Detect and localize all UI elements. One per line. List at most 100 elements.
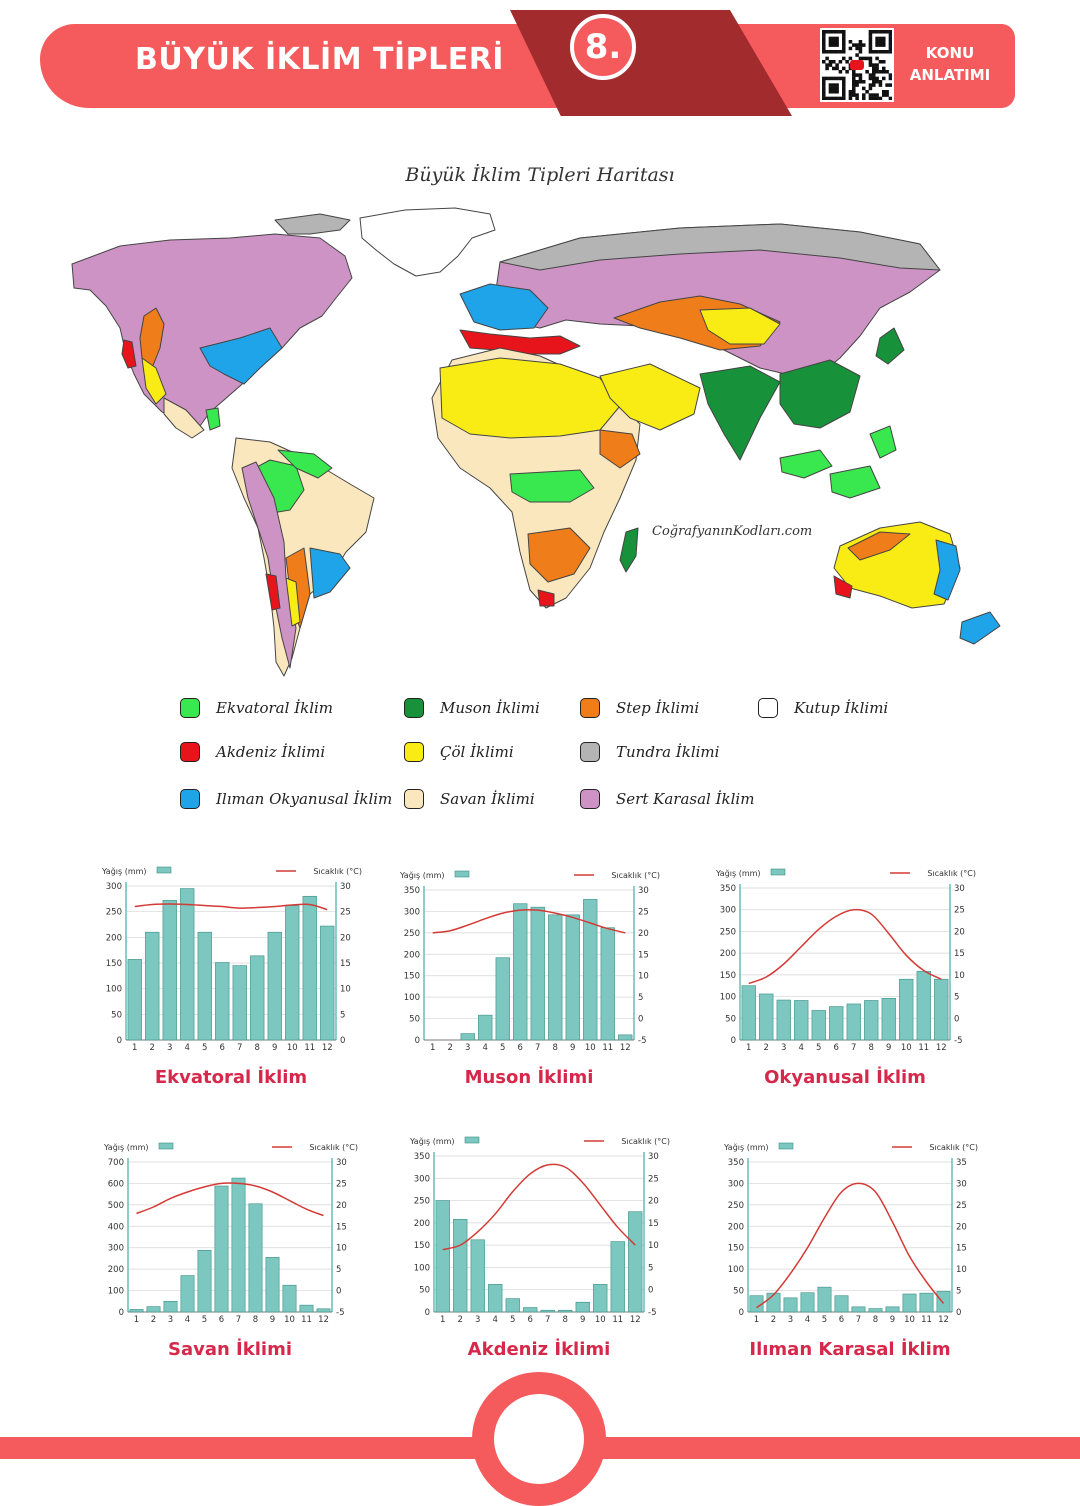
chapter-number-badge: 8.	[570, 14, 636, 80]
x-tick-label: 3	[465, 1043, 470, 1053]
x-tick-label: 8	[563, 1315, 568, 1325]
y2-tick-label: 0	[956, 1308, 961, 1318]
y-tick-label: 250	[414, 1197, 430, 1207]
y2-tick-label: 20	[336, 1201, 347, 1211]
se-asia-equatorial-3	[869, 425, 897, 459]
y2-tick-label: 5	[956, 1287, 961, 1297]
precip-bar	[899, 978, 914, 1041]
legend-label: Sert Karasal İklim	[616, 790, 755, 808]
africa-equatorial	[509, 469, 595, 503]
y2-tick-label: 10	[648, 1241, 659, 1251]
y2-tick-label: 0	[638, 1015, 643, 1025]
europe-mediterranean	[459, 329, 581, 355]
x-tick-label: 1	[134, 1315, 139, 1325]
y2-tick-label: 0	[648, 1286, 653, 1296]
x-tick-label: 8	[869, 1043, 874, 1053]
precip-bar	[759, 993, 774, 1041]
precip-bar	[248, 1203, 263, 1313]
y-tick-label: 150	[728, 1244, 744, 1254]
legend-precip-label: Yağış (mm)	[399, 871, 445, 880]
legend-label: Akdeniz İklimi	[216, 743, 326, 761]
x-tick-label: 10	[595, 1315, 606, 1325]
precip-bar	[881, 998, 896, 1041]
y-tick-label: 150	[720, 971, 736, 981]
x-tick-label: 4	[483, 1043, 488, 1053]
legend-item: Kutup İklimi	[758, 698, 888, 718]
legend-precip-label: Yağış (mm)	[103, 1143, 149, 1152]
precip-bar	[478, 1014, 493, 1041]
qr-code-icon[interactable]	[820, 28, 894, 102]
precip-bar	[919, 1292, 934, 1313]
y2-tick-label: 20	[648, 1197, 659, 1207]
precip-bar	[864, 1000, 879, 1041]
x-tick-label: 5	[822, 1315, 827, 1325]
climate-chart-okyanusal: Yağış (mm) Sıcaklık (°C) 0 50 100 150 200 250 30…	[714, 866, 976, 1096]
precip-bar	[846, 1003, 861, 1041]
y-tick-label: 50	[725, 1014, 736, 1024]
x-tick-label: 3	[781, 1043, 786, 1053]
precip-bar	[885, 1306, 900, 1313]
x-tick-label: 8	[873, 1315, 878, 1325]
play-icon	[850, 60, 864, 70]
precip-bar	[817, 1286, 832, 1313]
legend-label: Step İklimi	[616, 699, 700, 717]
legend-precip-label: Yağış (mm)	[715, 869, 761, 878]
x-tick-label: 10	[904, 1315, 915, 1325]
precip-bar	[265, 1257, 280, 1313]
legend-swatch	[580, 698, 600, 718]
y2-tick-label: 10	[954, 971, 965, 981]
legend-temp-label: Sıcaklık (°C)	[927, 869, 976, 878]
precip-bar	[316, 1308, 331, 1313]
precip-bar	[285, 905, 300, 1041]
precip-bar	[583, 899, 598, 1041]
x-tick-label: 6	[220, 1043, 225, 1053]
x-tick-label: 12	[620, 1043, 631, 1053]
legend-label: Savan İklimi	[440, 790, 535, 808]
x-tick-label: 7	[535, 1043, 540, 1053]
greenland	[359, 207, 496, 277]
x-tick-label: 1	[440, 1315, 445, 1325]
australia-med	[833, 575, 853, 599]
sahara-desert	[439, 357, 621, 439]
y2-tick-label: 30	[648, 1152, 659, 1162]
legend-temp-label: Sıcaklık (°C)	[611, 871, 660, 880]
y2-tick-label: 30	[336, 1158, 347, 1168]
climate-chart-svg: Yağış (mm) Sıcaklık (°C)01002003004005006…	[103, 1142, 358, 1325]
legend-item: Sert Karasal İklim	[580, 789, 754, 809]
x-tick-label: 9	[580, 1315, 585, 1325]
sa-mediterranean	[265, 573, 281, 611]
y-tick-label: 300	[414, 1174, 430, 1184]
legend-temp-label: Sıcaklık (°C)	[313, 867, 362, 876]
y2-tick-label: 20	[638, 929, 649, 939]
precip-bar	[916, 971, 931, 1041]
temperature-line	[748, 908, 942, 985]
y2-tick-label: -5	[638, 1036, 646, 1046]
x-tick-label: 6	[528, 1315, 533, 1325]
x-tick-label: 3	[168, 1315, 173, 1325]
y-tick-label: 200	[728, 1222, 744, 1232]
legend-swatch	[180, 742, 200, 762]
temperature-line	[136, 1182, 324, 1217]
y2-tick-label: 10	[340, 985, 351, 995]
india-monsoon	[699, 365, 781, 461]
y2-tick-label: 10	[638, 972, 649, 982]
japan	[875, 327, 905, 365]
legend-item: Muson İklimi	[404, 698, 540, 718]
legend-label: Çöl İklimi	[440, 743, 514, 761]
page-title: BÜYÜK İKLİM TİPLERİ	[135, 42, 504, 77]
konu-anlatimi-label: KONU ANLATIMI	[902, 42, 998, 86]
africa-step-east	[599, 429, 641, 469]
y2-tick-label: -5	[336, 1308, 344, 1318]
legend-label: Kutup İklimi	[794, 699, 889, 717]
climate-chart-muson: Yağış (mm) Sıcaklık (°C) 0 50 100 150 200 250 30…	[398, 868, 660, 1096]
y2-tick-label: 0	[954, 1014, 959, 1024]
legend-swatch	[180, 789, 200, 809]
climate-chart-svg: Yağış (mm) Sıcaklık (°C)05010015020025030…	[399, 870, 660, 1053]
y2-tick-label: 15	[336, 1222, 347, 1232]
y-tick-label: 300	[728, 1179, 744, 1189]
y-tick-label: 300	[404, 907, 420, 917]
y-tick-label: 150	[414, 1241, 430, 1251]
precip-bar	[470, 1239, 485, 1313]
world-climate-map	[71, 207, 1001, 677]
y-tick-label: 200	[720, 949, 736, 959]
